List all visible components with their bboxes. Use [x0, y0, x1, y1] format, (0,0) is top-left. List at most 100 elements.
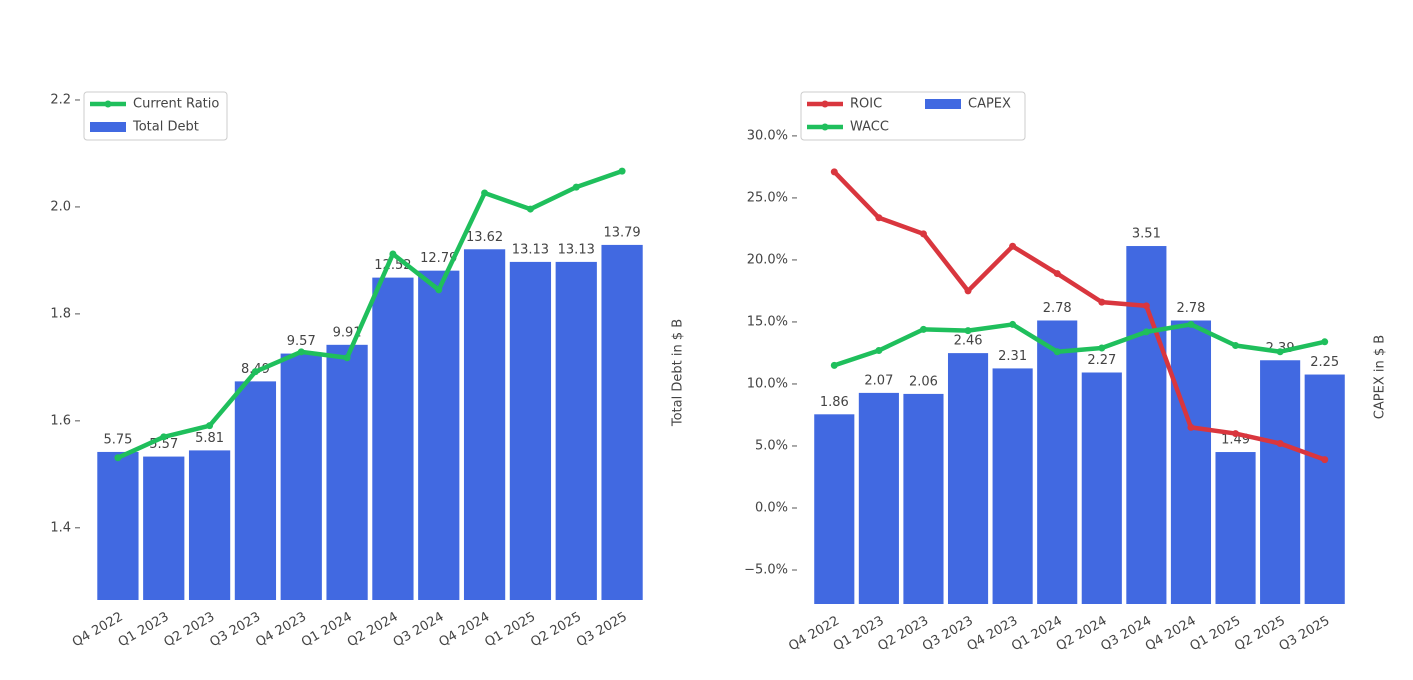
x-tick-label: Q4 2024 — [437, 610, 493, 651]
bar-value-label: 2.46 — [954, 334, 983, 349]
legend-marker — [821, 100, 829, 108]
line-marker — [526, 205, 534, 213]
line-marker — [389, 250, 397, 258]
x-tick-label: Q2 2024 — [345, 610, 401, 651]
bar-value-label: 12.79 — [420, 251, 457, 266]
bar-value-label: 13.79 — [603, 225, 640, 240]
line-marker — [206, 422, 214, 430]
line-marker — [1276, 348, 1284, 356]
line-marker — [964, 287, 972, 295]
y2-axis-label: CAPEX in $ B — [1373, 335, 1388, 419]
x-tick-label: Q3 2025 — [1277, 614, 1333, 655]
x-tick-label: Q1 2024 — [299, 610, 355, 651]
legend: Current Ratio Total Debt — [83, 91, 228, 141]
legend-marker — [821, 123, 829, 131]
line-marker — [830, 168, 838, 176]
bar — [509, 261, 552, 600]
legend-box — [800, 91, 1026, 141]
y-tick-label: 1.6 — [50, 413, 71, 428]
x-tick-label: Q2 2024 — [1054, 614, 1110, 655]
x-tick-label: Q4 2022 — [70, 610, 126, 651]
line-marker — [435, 286, 443, 294]
bar — [555, 261, 597, 600]
bar-value-label: 1.86 — [820, 395, 849, 410]
line-marker — [919, 230, 927, 238]
line-marker — [1009, 242, 1017, 250]
x-tick-label: Q3 2024 — [391, 610, 447, 651]
line-marker — [1232, 430, 1240, 438]
y-tick-label: 15.0% — [747, 314, 788, 329]
bar — [143, 456, 185, 600]
bar-value-label: 5.81 — [195, 431, 224, 446]
legend-label: Total Debt — [132, 120, 199, 135]
y-tick-label: −5.0% — [744, 563, 788, 578]
bar-value-label: 2.25 — [1310, 355, 1339, 370]
legend-swatch — [90, 122, 126, 132]
y-tick-label: 1.8 — [50, 306, 71, 321]
y-tick-label: 0.0% — [755, 500, 788, 515]
line-marker — [618, 167, 626, 175]
y-tick-label: 10.0% — [747, 376, 788, 391]
bar-value-label: 13.13 — [558, 242, 595, 257]
bar — [1037, 320, 1078, 604]
line-marker — [160, 433, 168, 441]
line-marker — [1053, 348, 1061, 356]
bar — [234, 381, 277, 600]
x-tick-label: Q3 2023 — [920, 614, 976, 655]
legend-label: Current Ratio — [133, 97, 219, 112]
bar-value-label: 3.51 — [1132, 227, 1161, 242]
x-tick-label: Q3 2023 — [207, 610, 263, 651]
y-tick-label: 5.0% — [755, 438, 788, 453]
line-marker — [1187, 320, 1195, 328]
bar-value-label: 2.78 — [1043, 301, 1072, 316]
bar — [601, 244, 643, 600]
line-marker — [1142, 302, 1150, 310]
line-marker — [572, 183, 580, 191]
bar — [1170, 320, 1212, 604]
line-marker — [481, 189, 489, 197]
bar-value-label: 2.31 — [998, 349, 1027, 364]
legend-label: ROIC — [850, 97, 882, 112]
x-tick-label: Q2 2023 — [162, 610, 218, 651]
y-tick-label: 20.0% — [747, 252, 788, 267]
bar-value-label: 13.62 — [466, 230, 503, 245]
bar-value-label: 5.75 — [103, 432, 132, 447]
bar — [1081, 372, 1122, 604]
bar — [463, 249, 506, 600]
bar — [418, 270, 460, 600]
line-marker — [1098, 344, 1106, 352]
bar — [903, 393, 944, 604]
bar — [1126, 246, 1167, 605]
line-marker — [251, 368, 259, 376]
line-marker — [1321, 456, 1329, 464]
line-marker — [1142, 328, 1150, 336]
y-tick-label: 30.0% — [747, 128, 788, 143]
bar — [1260, 360, 1301, 604]
line-marker — [1098, 298, 1106, 306]
x-tick-label: Q1 2023 — [116, 610, 172, 651]
bar — [97, 451, 139, 600]
bar — [326, 344, 368, 600]
line-marker — [875, 214, 883, 222]
line-marker — [1187, 423, 1195, 431]
bar-value-label: 2.27 — [1087, 353, 1116, 368]
line-series — [833, 322, 1326, 368]
line-marker — [919, 325, 927, 333]
bar — [1215, 452, 1256, 604]
x-tick-label: Q2 2025 — [528, 610, 584, 651]
bar — [1304, 374, 1345, 604]
y-tick-label: 25.0% — [747, 190, 788, 205]
bar-value-label: 2.78 — [1176, 301, 1205, 316]
legend-label: WACC — [850, 120, 889, 135]
legend-swatch — [925, 99, 961, 109]
legend: ROIC WACC CAPEX — [800, 91, 1026, 141]
bar-value-label: 2.07 — [864, 373, 893, 388]
line-marker — [830, 361, 838, 369]
line-marker — [1276, 439, 1284, 447]
bar — [814, 414, 855, 604]
y-tick-label: 2.2 — [50, 92, 71, 107]
bar-value-label: 9.57 — [287, 334, 316, 349]
line-marker — [1232, 342, 1240, 350]
x-tick-label: Q1 2025 — [482, 610, 538, 651]
